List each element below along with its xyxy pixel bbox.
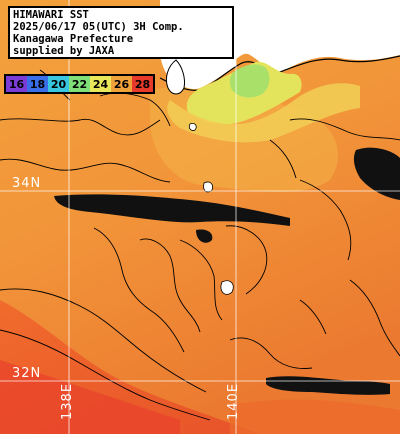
scale-cell-20: 20 <box>48 76 69 92</box>
land-mass <box>0 0 400 72</box>
sst-contours <box>0 69 400 421</box>
scale-cell-28: 28 <box>132 76 153 92</box>
coastal-mid-water <box>167 83 360 143</box>
longitude-label-140e: 140E <box>226 382 241 420</box>
scale-cell-24: 24 <box>90 76 111 92</box>
data-source: supplied by JAXA <box>13 45 115 57</box>
warm-water-band-east <box>230 399 400 434</box>
cloud-patch <box>196 229 213 243</box>
latitude-label-32n: 32N <box>12 366 42 381</box>
temperature-color-scale: 16 18 20 22 24 26 28 <box>4 74 155 94</box>
longitude-label-138e: 138E <box>60 382 75 420</box>
island <box>188 123 197 131</box>
timestamp: 2025/06/17 05(UTC) 3H Comp. <box>13 21 184 33</box>
region-name: Kanagawa Prefecture <box>13 33 134 45</box>
peninsula <box>165 59 185 95</box>
scale-cell-22: 22 <box>69 76 90 92</box>
scale-cell-16: 16 <box>6 76 27 92</box>
warm-water-band <box>0 360 180 434</box>
scale-cell-26: 26 <box>111 76 132 92</box>
scale-cell-18: 18 <box>27 76 48 92</box>
product-title: HIMAWARI SST <box>13 9 89 21</box>
island <box>220 280 234 295</box>
info-box: HIMAWARI SST 2025/06/17 05(UTC) 3H Comp.… <box>8 6 234 59</box>
latitude-label-34n: 34N <box>12 176 42 191</box>
coastal-cool-water-inner <box>229 64 270 98</box>
island <box>203 181 213 193</box>
cloud-patch <box>353 147 400 200</box>
cloud-band <box>54 194 290 226</box>
